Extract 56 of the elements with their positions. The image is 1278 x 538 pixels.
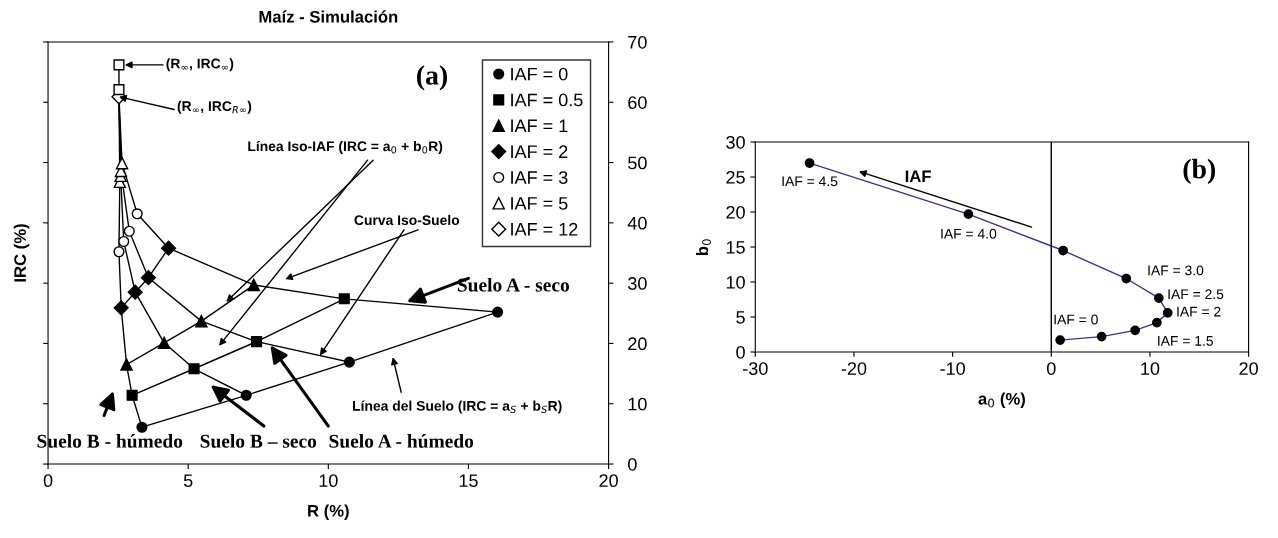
legend-label: IAF = 1	[511, 119, 568, 133]
x-axis-title: R (%)	[308, 504, 349, 520]
annotation: IAF = 1.5	[1158, 336, 1214, 346]
annotation: (R$_{∞}$, IRC$_{R∞}$)	[177, 100, 252, 114]
annotation: Curva Iso-Suelo	[354, 214, 460, 226]
y-axis-title: b$_{0}$	[695, 239, 711, 256]
annotation: IAF = 4.5	[782, 176, 838, 187]
annotation: Suelo A - seco	[457, 277, 569, 292]
y-tick-label: 10	[628, 397, 647, 411]
annotation: Línea Iso-IAF (IRC = a$_{0}$ + b$_{0}$R)	[248, 140, 443, 154]
annotation: IAF = 0	[1054, 314, 1098, 325]
x-tick-label: 5	[183, 474, 193, 488]
legend-label: IAF = 0	[511, 67, 568, 81]
annotation: (R$_{∞}$, IRC$_{∞}$)	[166, 58, 234, 72]
x-axis-title: a$_{0}$ (%)	[978, 392, 1025, 408]
y-tick-label: 30	[726, 135, 745, 149]
x-tick-label: -20	[841, 362, 867, 375]
annotation: (a)	[417, 65, 447, 91]
y-tick-label: 15	[726, 241, 745, 254]
legend-label: IAF = 5	[511, 197, 568, 210]
annotation: IAF = 2	[1177, 306, 1221, 317]
x-tick-label: 10	[319, 474, 338, 488]
y-axis-title: IRC (%)	[13, 224, 30, 282]
annotation: (b)	[1183, 158, 1216, 185]
y-tick-label: 0	[628, 457, 637, 471]
annotation: IAF	[905, 170, 931, 183]
x-tick-label: 0	[1046, 362, 1056, 375]
annotation: Línea del Suelo (IRC = a$_{S}$ + b$_{S}$R)	[353, 400, 562, 414]
y-tick-label: 20	[628, 337, 647, 351]
y-tick-label: 50	[628, 156, 647, 170]
annotation: Suelo B – seco	[200, 434, 317, 448]
legend-label: IAF = 3	[511, 171, 568, 184]
annotation: IAF = 2.5	[1168, 289, 1224, 300]
annotation: IAF = 4.0	[941, 228, 997, 239]
y-tick-label: 20	[726, 205, 745, 219]
legend-label: IAF = 2	[511, 145, 568, 158]
x-tick-label: -10	[940, 362, 965, 375]
y-tick-label: 70	[628, 35, 647, 49]
y-tick-label: 10	[726, 275, 745, 289]
x-tick-label: 10	[1141, 362, 1160, 375]
x-tick-label: 15	[459, 474, 478, 488]
y-tick-label: 25	[726, 170, 745, 184]
x-tick-label: -30	[743, 362, 768, 375]
chart-title: Maíz - Simulación	[259, 10, 398, 23]
annotation: IAF = 3.0	[1148, 265, 1204, 276]
annotation: Suelo A - húmedo	[329, 434, 474, 448]
y-tick-label: 60	[628, 96, 647, 109]
y-tick-label: 0	[736, 345, 745, 359]
legend-label: IAF = 0.5	[511, 93, 583, 107]
legend-label: IAF = 12	[511, 222, 578, 236]
y-tick-label: 30	[628, 277, 647, 290]
x-tick-label: 0	[43, 474, 53, 488]
y-tick-label: 5	[736, 311, 745, 324]
y-tick-label: 40	[627, 216, 647, 230]
x-tick-label: 20	[599, 474, 618, 488]
x-tick-label: 20	[1239, 362, 1258, 375]
